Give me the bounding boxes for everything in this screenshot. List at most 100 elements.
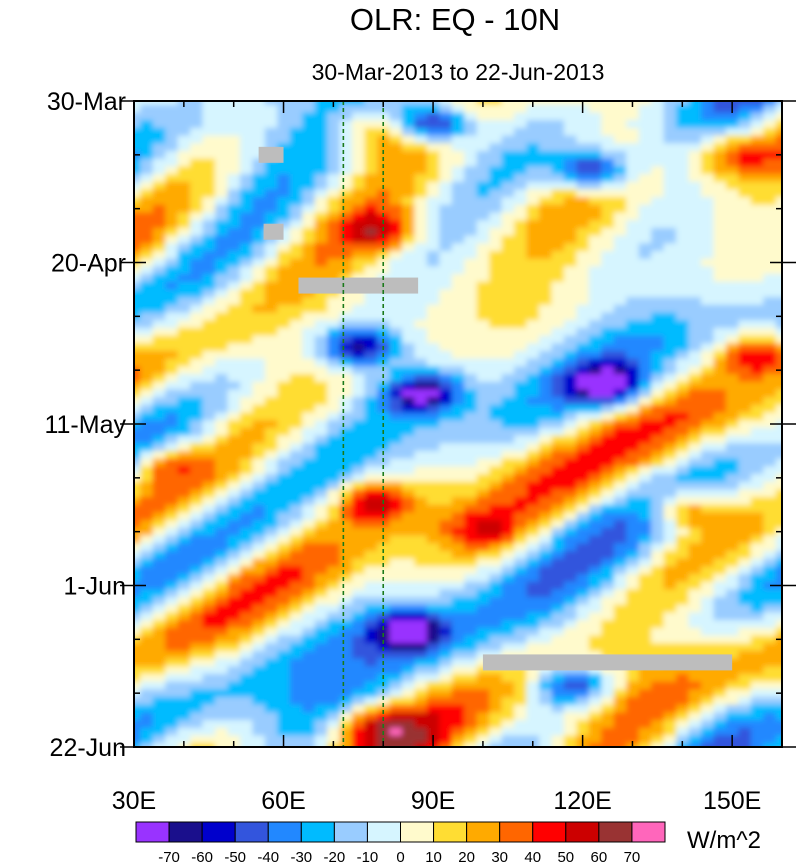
heat-cell [277,189,291,198]
heat-cell [177,512,191,521]
heat-cell [638,697,652,706]
heat-cell [202,335,216,345]
heat-cell [451,389,466,398]
heat-cell [725,366,740,375]
heat-cell [638,366,652,375]
heat-cell [227,658,241,668]
heat-cell [203,90,216,99]
heat-cell [713,743,727,747]
heat-cell [439,481,453,491]
heat-cell [725,620,740,629]
heat-cell [314,443,328,452]
heat-cell [134,389,142,398]
heat-cell [277,527,291,537]
heat-cell [775,727,782,737]
heat-cell [713,435,727,444]
heat-cell [377,166,391,175]
heat-cell [613,535,628,544]
heat-cell [788,236,801,245]
heat-cell [613,251,628,260]
heat-cell [763,666,777,675]
heat-cell [364,350,378,360]
heat-cell [377,297,391,306]
heat-cell [526,127,540,137]
heat-cell [439,681,453,691]
heat-cell [302,489,316,498]
heat-cell [215,274,229,283]
heat-cell [277,450,291,460]
heat-cell [140,697,154,706]
heat-cell [289,327,304,337]
heat-cell [152,420,166,429]
heat-cell [613,689,628,698]
heat-cell [514,312,528,321]
heat-cell [576,381,590,391]
heat-cell [364,289,378,298]
heat-cell [339,604,353,614]
heat-cell [451,581,466,591]
heat-cell [426,620,441,629]
heat-cell [426,720,441,729]
heat-cell [377,450,391,460]
heat-cell [227,497,241,506]
heat-cell [165,166,179,175]
heat-cell [389,681,403,691]
heat-cell [451,604,466,614]
heat-cell [414,704,428,714]
heat-cell [501,127,515,137]
heat-cell [264,604,279,614]
heat-cell [676,343,690,352]
heat-cell [314,504,328,514]
heat-cell [134,343,142,352]
heat-cell [239,251,254,260]
heat-cell [626,627,640,637]
heat-cell [576,620,590,629]
heat-cell [514,666,528,675]
heat-cell [464,550,478,560]
heat-cell [352,689,366,698]
heat-cell [165,420,179,429]
heat-cell [613,101,628,106]
heat-cell [576,358,590,368]
heat-cell [588,297,603,306]
heat-cell [701,604,715,614]
heat-cell [239,574,254,583]
heat-cell [352,327,366,337]
heat-cell [750,189,765,198]
heat-cell [339,343,353,352]
heat-cell [177,566,191,575]
heat-cell [489,220,503,229]
heat-cell [576,581,590,591]
heat-cell [701,343,715,352]
heat-cell [364,643,378,652]
heat-cell [401,320,416,329]
heat-cell [788,413,801,422]
heat-cell [638,497,652,506]
heat-cell [302,512,316,521]
heat-cell [613,697,628,706]
heat-cell [676,497,690,506]
heat-cell [725,312,740,321]
heat-cell [165,158,179,168]
heat-cell [401,689,416,698]
heat-cell [526,443,540,452]
heat-cell [539,412,553,421]
heat-cell [539,604,553,614]
heat-cell [476,720,490,729]
heat-cell [140,374,154,383]
heat-cell [701,550,715,560]
heat-cell [339,681,353,691]
heat-cell [264,743,279,747]
heat-cell [377,312,391,321]
heat-cell [134,266,142,275]
heat-cell [264,197,279,206]
heat-cell [613,127,628,137]
heat-cell [140,673,154,683]
heat-cell [239,712,254,721]
heat-cell [464,366,478,375]
heat-cell [576,312,590,321]
heat-cell [688,374,702,383]
heat-cell [439,374,453,383]
heat-cell [539,435,553,444]
heat-cell [134,720,142,729]
